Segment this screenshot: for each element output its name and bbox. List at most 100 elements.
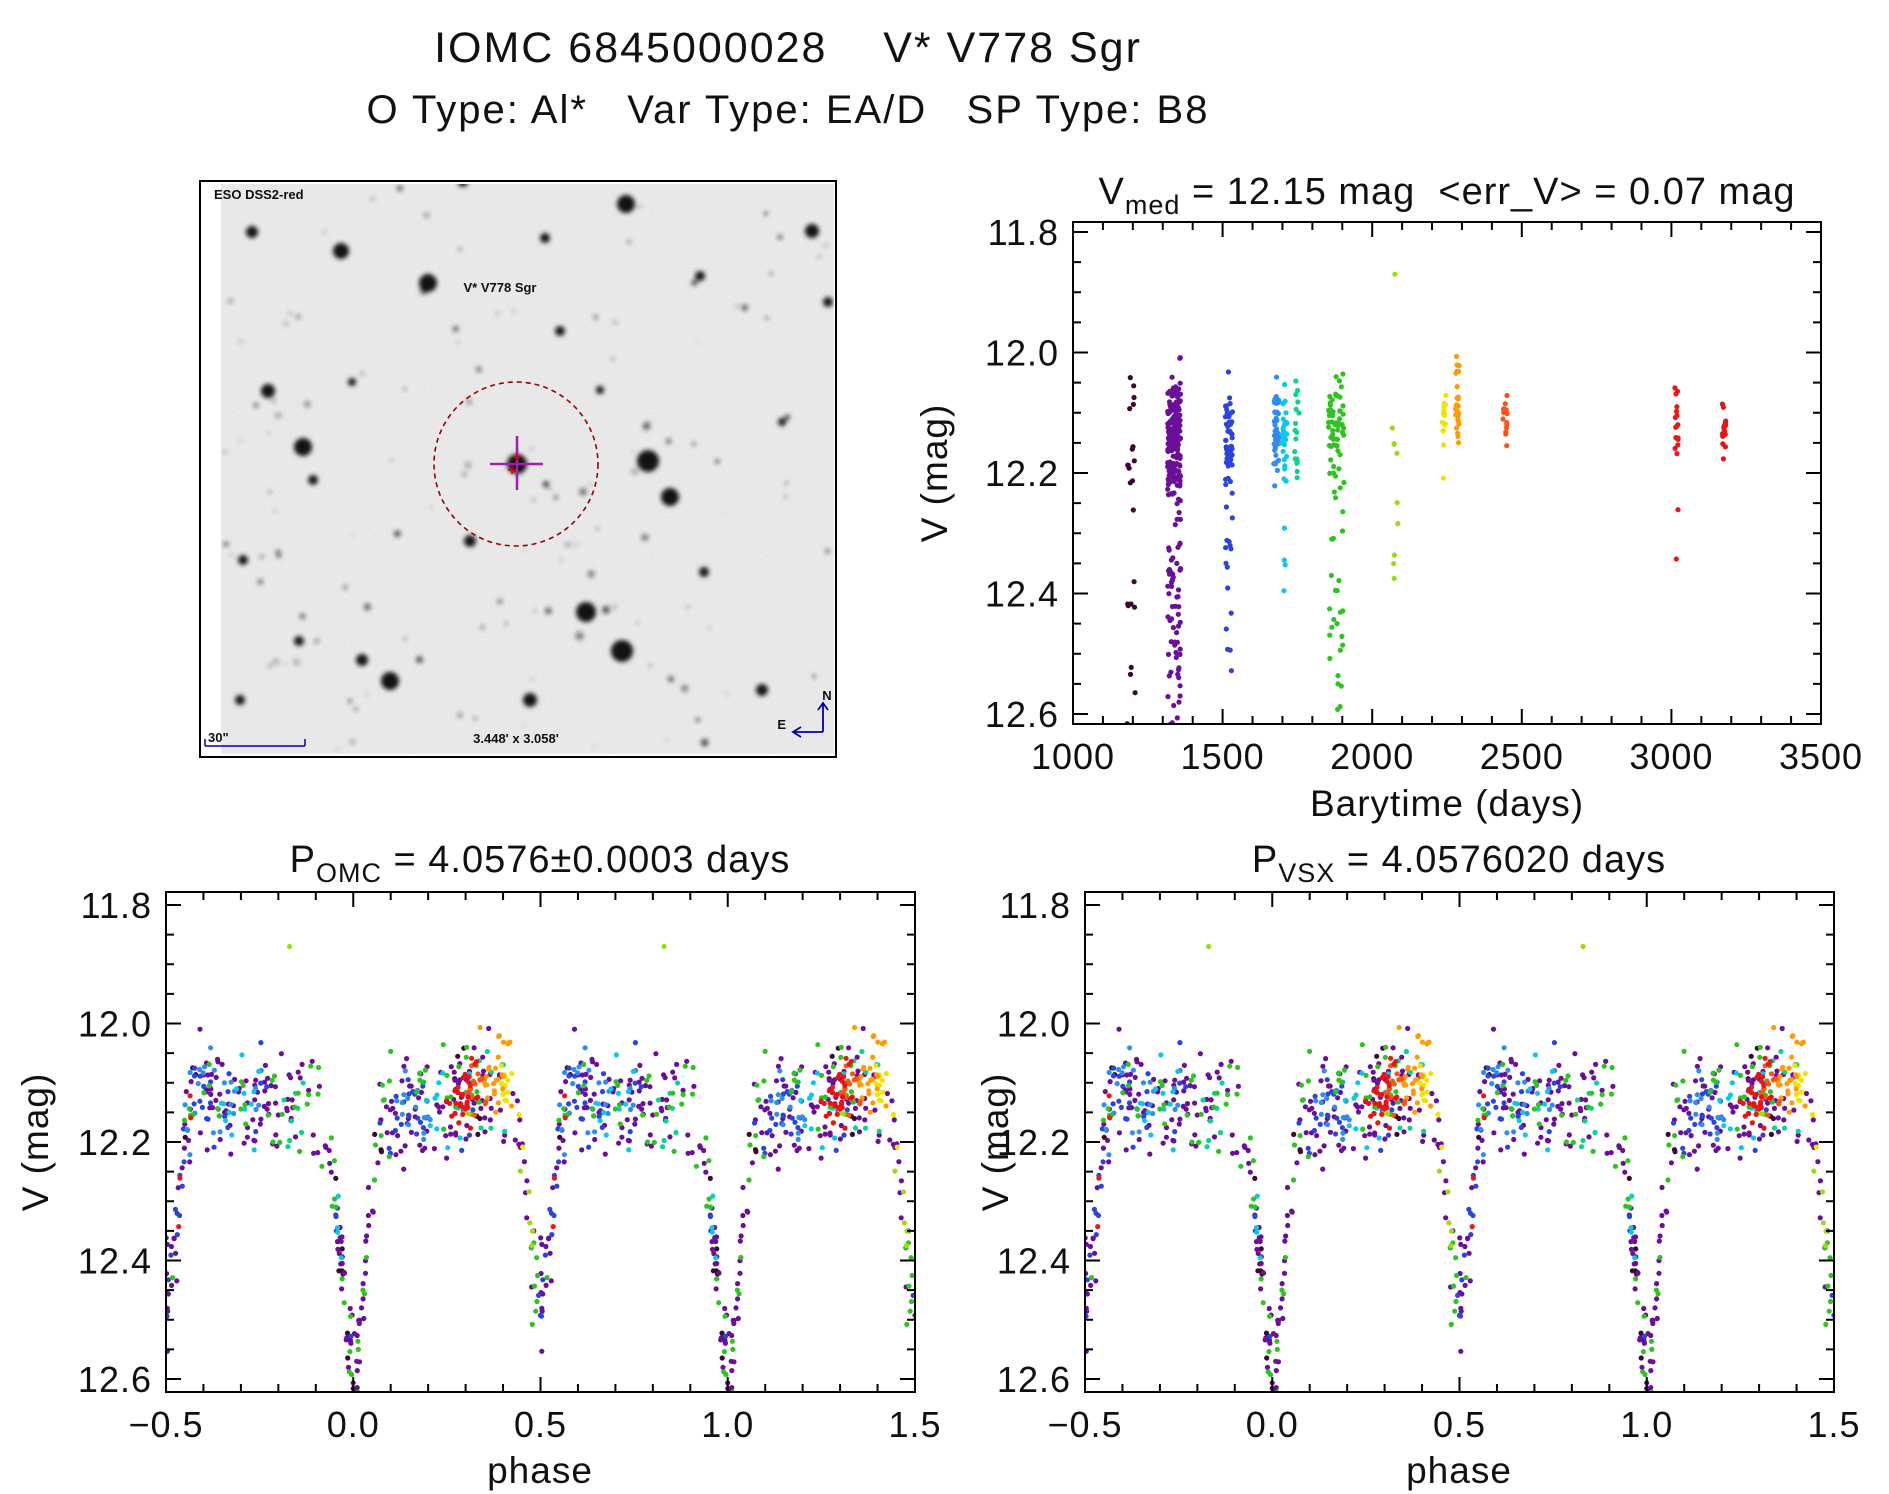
data-point <box>658 1105 664 1111</box>
data-point <box>1543 1117 1549 1123</box>
data-point <box>264 1084 270 1090</box>
data-point <box>405 1122 412 1128</box>
star <box>348 378 356 386</box>
data-point <box>729 1332 735 1339</box>
data-point <box>1125 603 1131 609</box>
data-point <box>1603 1058 1609 1064</box>
data-point <box>1674 404 1680 410</box>
data-point <box>464 1099 470 1105</box>
data-point <box>1521 1101 1527 1108</box>
data-point <box>256 1068 262 1074</box>
data-point <box>1522 1079 1528 1085</box>
star <box>553 495 559 500</box>
data-point <box>1183 1084 1189 1090</box>
data-point <box>1303 1130 1309 1136</box>
data-point <box>335 1229 341 1235</box>
data-point <box>1480 1159 1486 1165</box>
data-point <box>608 1086 614 1092</box>
data-point <box>478 1076 484 1082</box>
data-point <box>242 1106 248 1112</box>
data-point <box>316 1083 322 1089</box>
data-point <box>444 1072 450 1078</box>
target-marker-icon <box>508 453 521 474</box>
data-point <box>1501 1100 1507 1106</box>
data-point <box>187 1093 193 1099</box>
data-point <box>184 1126 190 1133</box>
data-point <box>354 1368 360 1374</box>
star <box>369 196 376 202</box>
data-point <box>1190 1073 1197 1079</box>
data-point <box>466 1111 472 1117</box>
data-point <box>487 1117 493 1123</box>
data-point <box>1566 1132 1572 1138</box>
star <box>735 304 739 308</box>
data-point <box>482 1115 488 1121</box>
data-point <box>197 1026 203 1032</box>
data-point <box>722 1339 728 1345</box>
data-point <box>1628 1239 1634 1245</box>
data-point <box>1175 667 1182 673</box>
data-point <box>1200 1097 1206 1103</box>
data-point <box>1176 699 1182 705</box>
data-point <box>1206 943 1212 950</box>
data-point <box>1721 429 1727 435</box>
data-point <box>1625 1158 1631 1164</box>
data-point <box>636 1079 642 1085</box>
data-point <box>1229 462 1235 468</box>
data-point <box>1328 457 1334 463</box>
data-point <box>561 1152 568 1158</box>
data-point <box>1254 1229 1260 1235</box>
data-point <box>827 1100 833 1106</box>
data-point <box>482 1129 488 1135</box>
data-point <box>1363 1072 1369 1078</box>
data-point <box>1279 1281 1285 1287</box>
data-point <box>670 1069 676 1075</box>
data-point <box>1648 1385 1654 1391</box>
data-point <box>1340 1130 1346 1136</box>
data-point <box>1167 388 1173 394</box>
data-point <box>1657 1233 1663 1239</box>
data-point <box>436 1109 443 1115</box>
data-point <box>1421 1132 1427 1138</box>
data-point <box>273 1132 279 1138</box>
data-point <box>639 1106 645 1112</box>
data-point <box>1131 604 1138 610</box>
data-point <box>768 1098 774 1104</box>
data-point <box>413 1104 419 1110</box>
data-point <box>1165 583 1171 589</box>
data-point <box>876 1132 882 1138</box>
data-point <box>225 1089 231 1095</box>
phase-plot-omc: POMC = 4.0576±0.0003 days −0.5 0.0 0.5 1.0 1… <box>15 839 941 1491</box>
data-point <box>1169 1117 1175 1123</box>
data-point <box>1208 1118 1214 1124</box>
data-point <box>1748 1053 1754 1059</box>
data-point <box>1271 441 1277 447</box>
data-point <box>1737 1072 1744 1078</box>
data-point <box>1570 1139 1576 1145</box>
data-point <box>486 1025 492 1032</box>
data-point <box>1473 1183 1479 1189</box>
data-point <box>737 1238 743 1244</box>
data-point <box>398 1121 404 1127</box>
data-point <box>258 1040 264 1046</box>
data-point <box>1647 1358 1653 1364</box>
data-point <box>1127 1071 1134 1077</box>
data-point <box>712 1261 718 1267</box>
data-point <box>1165 435 1171 441</box>
x-tick-label: 0.0 <box>327 1404 380 1445</box>
data-point <box>183 1089 189 1095</box>
data-point <box>1673 1082 1679 1088</box>
data-point <box>1295 387 1301 394</box>
data-point <box>796 1114 802 1121</box>
y-tick-label: 12.2 <box>997 1122 1071 1163</box>
data-point <box>1566 1084 1572 1090</box>
data-point <box>306 1092 312 1098</box>
data-point <box>1226 419 1232 425</box>
data-point <box>213 1074 219 1080</box>
data-point <box>1659 1184 1665 1191</box>
data-point <box>808 1102 814 1108</box>
data-point <box>1717 1097 1723 1103</box>
data-point <box>574 1104 580 1110</box>
data-point <box>685 1150 691 1156</box>
data-point <box>339 1276 345 1282</box>
